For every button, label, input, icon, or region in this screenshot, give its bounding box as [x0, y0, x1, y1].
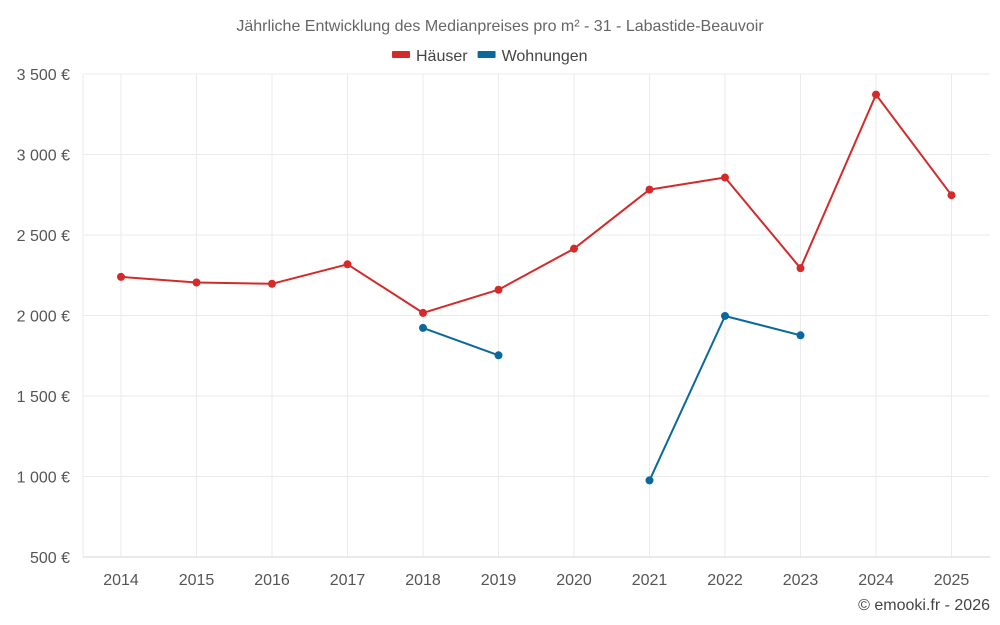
series-line: [422, 326, 499, 357]
data-point[interactable]: [343, 260, 352, 269]
x-tick-label: 2015: [179, 572, 215, 589]
y-tick-label: 500 €: [30, 550, 70, 567]
y-tick-label: 3 000 €: [17, 148, 70, 165]
legend-item[interactable]: Wohnungen: [477, 48, 588, 65]
data-point[interactable]: [947, 191, 956, 200]
chart-title: Jährliche Entwicklung des Medianpreises …: [236, 18, 764, 35]
series-wohnungen: [419, 311, 805, 485]
y-tick-label: 2 500 €: [17, 228, 70, 245]
data-point[interactable]: [419, 323, 427, 332]
data-point[interactable]: [721, 173, 729, 182]
y-tick-label: 1 000 €: [17, 470, 70, 487]
data-point[interactable]: [645, 185, 654, 194]
y-tick-label: 2 000 €: [17, 309, 70, 326]
data-point[interactable]: [494, 351, 503, 360]
legend: Häuser Wohnungen: [392, 48, 588, 65]
series-haeuser: [117, 90, 956, 317]
x-tick-label: 2025: [934, 572, 970, 589]
data-point[interactable]: [192, 278, 201, 287]
x-tick-label: 2016: [254, 572, 290, 589]
series-layer: [117, 90, 956, 485]
x-tick-label: 2022: [707, 572, 743, 589]
x-tick-label: 2023: [783, 572, 819, 589]
x-tick-label: 2019: [481, 572, 517, 589]
legend-swatch: [392, 51, 410, 58]
legend-label: Wohnungen: [502, 48, 588, 65]
data-point[interactable]: [419, 308, 427, 317]
data-point[interactable]: [645, 476, 654, 485]
data-point[interactable]: [872, 90, 880, 99]
y-tick-label: 1 500 €: [17, 389, 70, 406]
x-tick-label: 2021: [632, 572, 668, 589]
legend-label: Häuser: [416, 48, 468, 65]
x-tick-label: 2024: [858, 572, 894, 589]
y-axis: 500 € 1 000 € 1 500 € 2 000 € 2 500 € 3 000 €…: [17, 67, 70, 567]
data-point[interactable]: [721, 311, 729, 320]
data-point[interactable]: [117, 272, 125, 281]
y-gridlines: [83, 73, 990, 477]
x-tick-label: 2017: [330, 572, 366, 589]
data-point[interactable]: [796, 264, 805, 273]
x-tick-label: 2020: [556, 572, 592, 589]
x-tick-label: 2014: [103, 572, 139, 589]
y-tick-label: 3 500 €: [17, 67, 70, 84]
x-tick-label: 2018: [405, 572, 441, 589]
legend-swatch: [477, 51, 496, 58]
data-point[interactable]: [796, 331, 805, 340]
data-point[interactable]: [494, 285, 503, 294]
data-point[interactable]: [268, 279, 276, 288]
series-line: [120, 93, 953, 314]
x-axis: 2014 2015 2016 2017 2018 2019 2020 2021 2022 2023…: [83, 556, 990, 589]
credit-text: © emooki.fr - 2026: [858, 597, 990, 614]
legend-item[interactable]: Häuser: [392, 48, 468, 65]
x-gridlines: [82, 74, 952, 557]
data-point[interactable]: [570, 244, 578, 253]
